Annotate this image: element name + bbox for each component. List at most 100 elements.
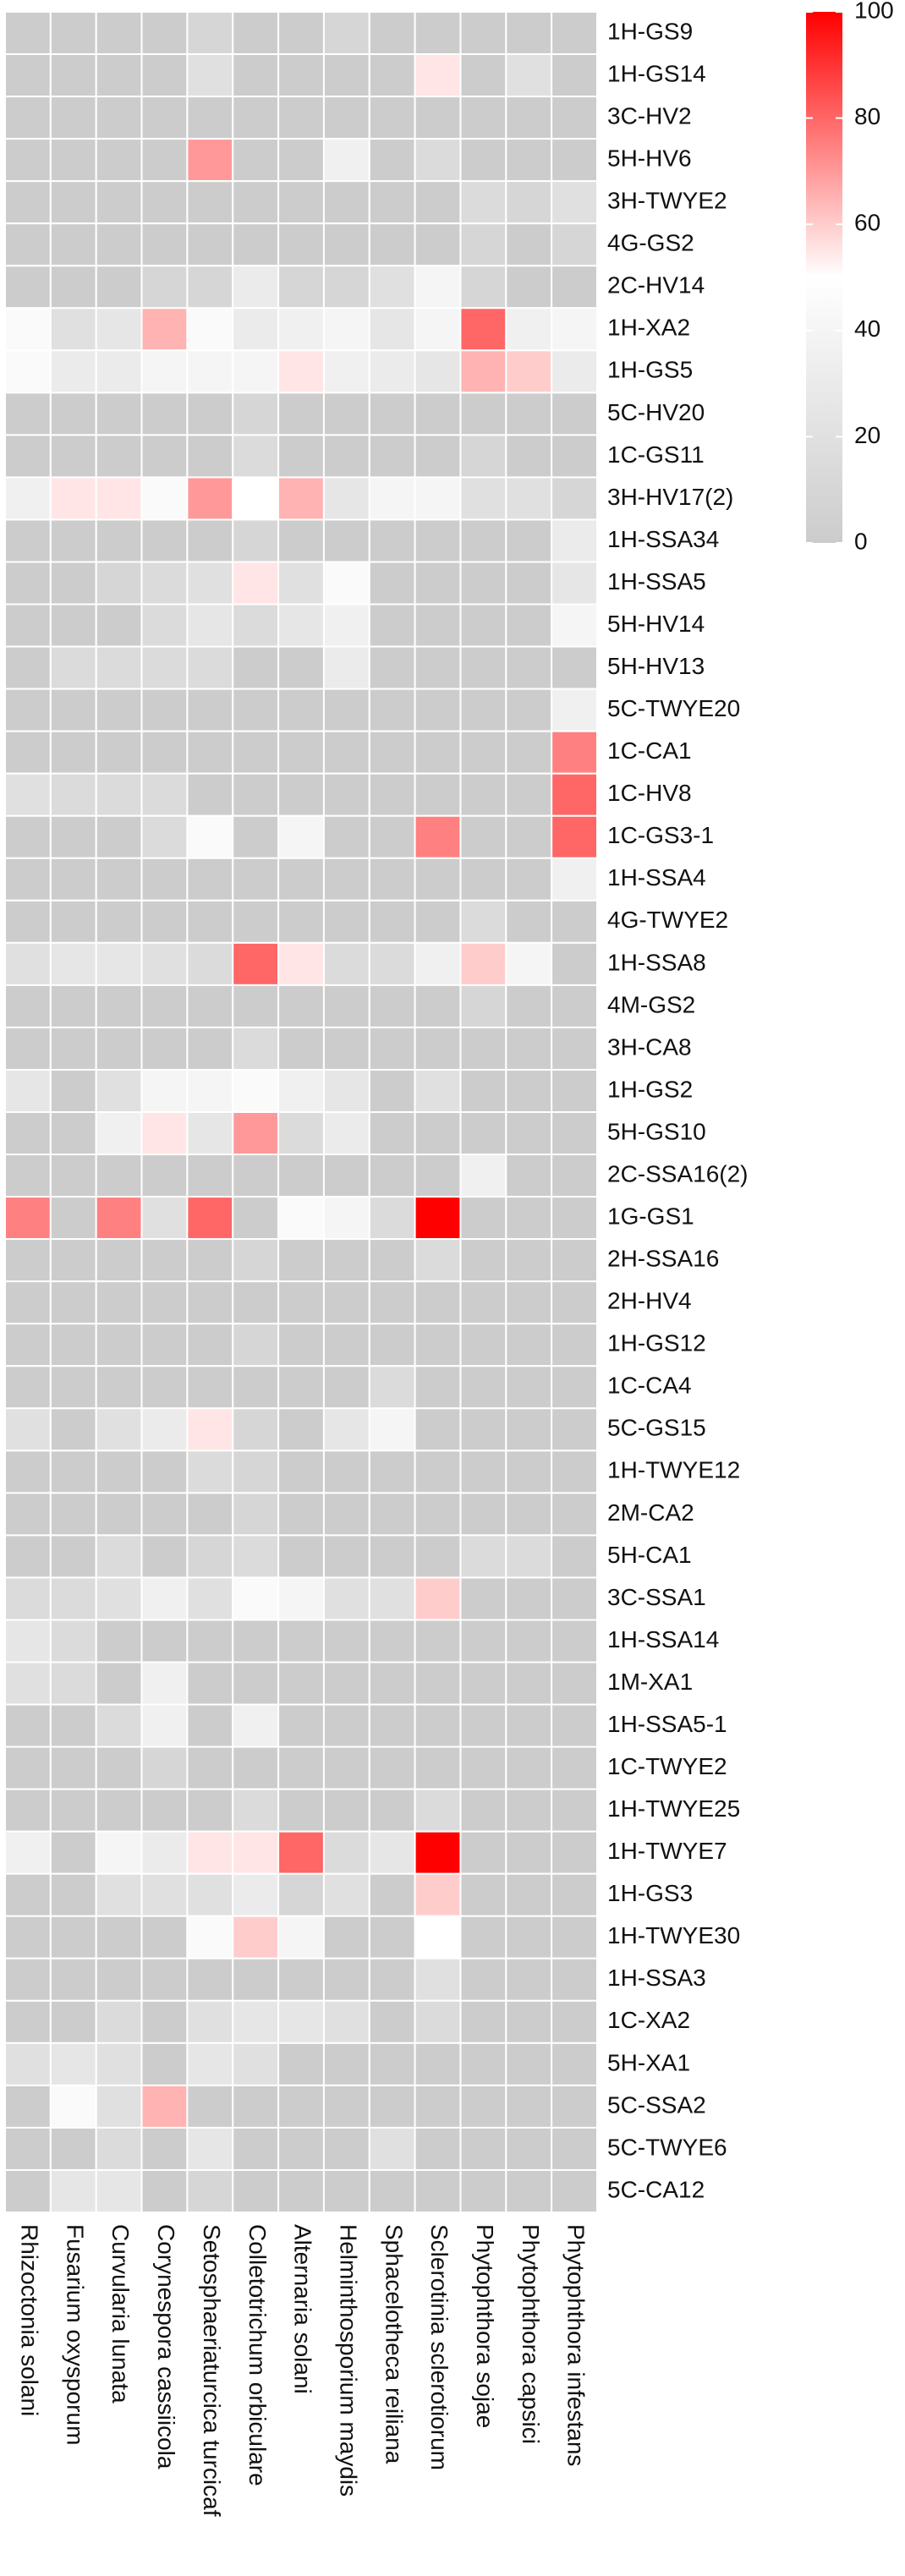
heat-cell [277, 476, 325, 521]
heat-cell [49, 1999, 97, 2044]
column-label: Phytophthora sojae [472, 2224, 498, 2428]
heat-cell [277, 1111, 325, 1156]
heat-cell [232, 2042, 280, 2086]
heat-cell [140, 265, 189, 310]
heat-cell [322, 1830, 370, 1875]
heat-cell [322, 1576, 370, 1621]
heat-cell [322, 899, 370, 944]
heat-cell [414, 1830, 462, 1875]
heat-cell [140, 2126, 189, 2171]
heat-cell [140, 814, 189, 859]
heat-cell [140, 1999, 189, 2044]
heat-cell [459, 984, 507, 1028]
column-label: Sphacelotheca reiliana [381, 2224, 407, 2464]
heat-cell [277, 688, 325, 732]
heat-cell [95, 1154, 143, 1198]
heat-cell [4, 1746, 52, 1790]
heat-cell [232, 96, 280, 140]
heat-cell [414, 518, 462, 563]
heat-cell [186, 1576, 234, 1621]
heat-cell [459, 1534, 507, 1579]
heat-cell [551, 1154, 599, 1198]
heat-cell [277, 1534, 325, 1579]
heat-cell [49, 2126, 97, 2171]
heat-cell [277, 518, 325, 563]
heat-cell [505, 96, 553, 140]
heat-cell [459, 138, 507, 183]
heat-cell [95, 941, 143, 986]
heat-cell [140, 434, 189, 479]
heat-cell [368, 814, 416, 859]
heat-cell [232, 1746, 280, 1790]
heat-cell [551, 1238, 599, 1283]
heat-cell [368, 2084, 416, 2129]
heat-cell [414, 392, 462, 436]
heat-cell [140, 1703, 189, 1748]
heat-cell [4, 1238, 52, 1283]
heat-cell [368, 1746, 416, 1790]
heat-cell [459, 1830, 507, 1875]
heat-cell [551, 1915, 599, 1959]
heat-cell [95, 1703, 143, 1748]
heat-cell [368, 857, 416, 902]
heat-cell [140, 1111, 189, 1156]
heat-cell [4, 1830, 52, 1875]
row-label: 4M-GS2 [607, 991, 695, 1017]
heat-cell [4, 222, 52, 267]
heat-cell [368, 96, 416, 140]
heat-cell [186, 222, 234, 267]
heat-cell [95, 2168, 143, 2213]
heat-cell [232, 1407, 280, 1452]
heat-cell [4, 2084, 52, 2129]
heat-cell [551, 518, 599, 563]
heat-cell [140, 138, 189, 183]
heat-cell [95, 349, 143, 394]
heat-cell [232, 1534, 280, 1579]
row-label: 1C-TWYE2 [607, 1753, 727, 1779]
heat-cell [232, 1830, 280, 1875]
heat-cell [459, 1999, 507, 2044]
heat-cell [277, 1154, 325, 1198]
heat-cell [414, 1915, 462, 1959]
heat-cell [368, 1450, 416, 1494]
heat-cell [459, 1450, 507, 1494]
heat-cell [4, 476, 52, 521]
heat-cell [186, 1788, 234, 1833]
heat-cell [186, 1154, 234, 1198]
heat-cell [551, 180, 599, 225]
heat-cell [49, 1746, 97, 1790]
heat-cell [140, 730, 189, 775]
heat-cell [4, 138, 52, 183]
heat-cell [49, 1534, 97, 1579]
heat-cell [368, 1576, 416, 1621]
heat-cell [232, 814, 280, 859]
heat-cell [4, 1999, 52, 2044]
heat-cell [551, 53, 599, 98]
heat-cell [49, 138, 97, 183]
heat-cell [322, 1957, 370, 2002]
heat-cell [414, 1872, 462, 1917]
column-label: Phytophthora infestans [563, 2224, 590, 2466]
heat-cell [49, 1450, 97, 1494]
heat-cell [322, 814, 370, 859]
heat-cell [414, 1111, 462, 1156]
heat-cell [49, 1068, 97, 1114]
heat-cell [49, 434, 97, 479]
row-label: 1H-TWYE25 [607, 1795, 740, 1822]
heat-cell [368, 603, 416, 648]
heat-cell [505, 1450, 553, 1494]
heat-cell [459, 857, 507, 902]
heat-cell [49, 1492, 97, 1537]
heat-cell [322, 307, 370, 352]
heat-cell [140, 1915, 189, 1959]
heat-cell [322, 53, 370, 98]
heat-cell [277, 1323, 325, 1367]
heat-cell [368, 307, 416, 352]
heat-cell [414, 1196, 462, 1241]
heat-cell [49, 1280, 97, 1325]
colorbar-tick-label: 60 [854, 210, 880, 236]
heat-cell [4, 1492, 52, 1537]
heat-cell [414, 307, 462, 352]
heat-cell [368, 1068, 416, 1114]
heat-cell [551, 561, 599, 606]
